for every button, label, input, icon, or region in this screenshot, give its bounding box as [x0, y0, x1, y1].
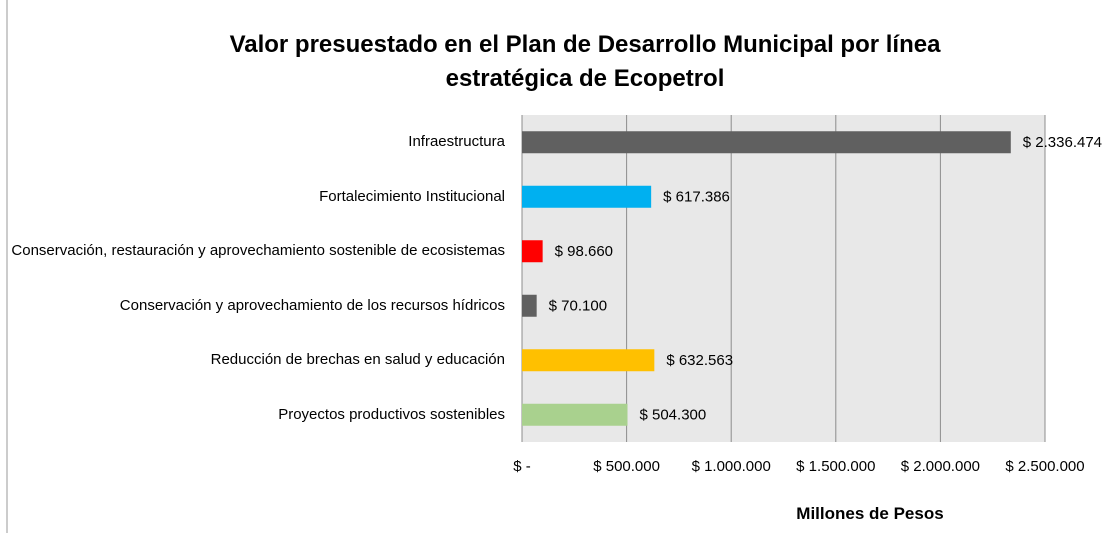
bar	[522, 131, 1011, 154]
y-tick-text: Conservación, restauración y aprovechami…	[11, 242, 505, 260]
y-tick-text: Conservación y aprovechamiento de los re…	[119, 296, 505, 314]
x-tick-label: $ 500.000	[593, 458, 660, 475]
y-tick-label: Proyectos productivos sostenibles	[5, 405, 505, 425]
y-tick-label: Fortalecimiento Institucional	[5, 187, 505, 207]
bar	[522, 403, 628, 426]
y-tick-label: Conservación y aprovechamiento de los re…	[5, 296, 505, 316]
value-label: $ 632.563	[666, 352, 733, 369]
y-tick-text: Fortalecimiento Institucional	[319, 187, 505, 205]
x-axis-label: Millones de Pesos	[796, 504, 944, 523]
value-label: $ 98.660	[555, 243, 613, 260]
y-tick-label: Reducción de brechas en salud y educació…	[5, 350, 505, 370]
value-label: $ 504.300	[639, 407, 706, 424]
bar	[522, 240, 543, 263]
bar	[522, 185, 652, 208]
y-tick-label: Conservación, restauración y aprovechami…	[5, 241, 505, 261]
x-tick-label: $ 1.500.000	[796, 458, 875, 475]
plot-area	[522, 115, 1045, 442]
x-tick-label: $ 2.500.000	[1005, 458, 1084, 475]
value-label: $ 2.336.474	[1023, 134, 1102, 151]
value-label: $ 70.100	[549, 298, 607, 315]
x-tick-label: $ -	[513, 458, 531, 475]
y-tick-text: Infraestructura	[408, 133, 505, 151]
y-tick-text: Reducción de brechas en salud y educació…	[210, 351, 505, 369]
chart-title: Valor presuestado en el Plan de Desarrol…	[229, 31, 941, 92]
y-tick-text: Proyectos productivos sostenibles	[278, 405, 505, 423]
x-tick-label: $ 2.000.000	[901, 458, 980, 475]
value-label: $ 617.386	[663, 189, 730, 206]
x-tick-label: $ 1.000.000	[692, 458, 771, 475]
y-tick-label: Infraestructura	[5, 132, 505, 152]
bar	[522, 349, 655, 372]
bar	[522, 294, 537, 317]
